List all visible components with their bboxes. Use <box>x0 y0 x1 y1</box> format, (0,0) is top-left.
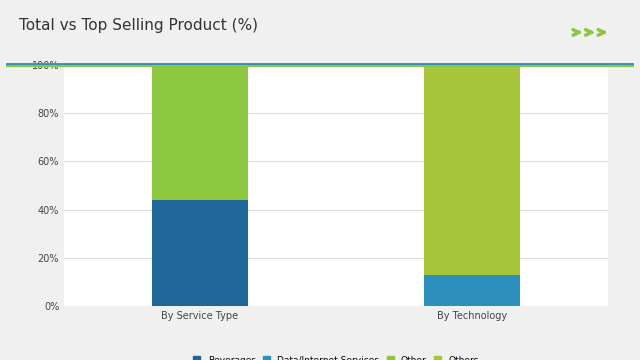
Bar <box>152 65 248 200</box>
Bar <box>424 275 520 306</box>
Bar <box>424 65 520 275</box>
Text: Total vs Top Selling Product (%): Total vs Top Selling Product (%) <box>19 18 258 33</box>
Bar <box>152 200 248 306</box>
Legend: Beverages, Data/Internet Services, Other, Others: Beverages, Data/Internet Services, Other… <box>191 354 481 360</box>
